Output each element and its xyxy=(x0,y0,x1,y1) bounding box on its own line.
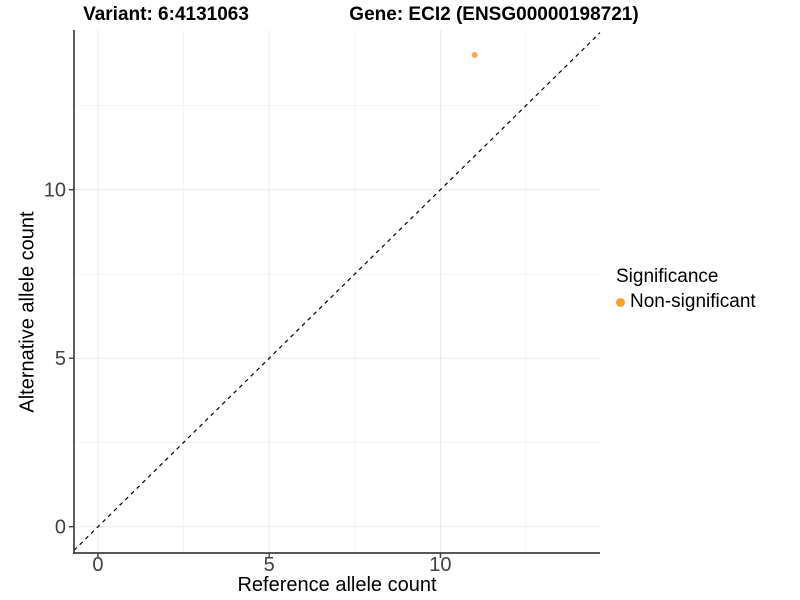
y-tick-label: 10 xyxy=(44,180,66,202)
legend-entry-label: Non-significant xyxy=(630,291,756,312)
x-tick-label: 5 xyxy=(264,554,275,576)
plot-title-variant: Variant: 6:4131063 xyxy=(83,4,249,25)
data-point xyxy=(471,51,478,58)
x-tick-label: 10 xyxy=(429,554,451,576)
legend-entry-non-significant: Non-significant xyxy=(616,291,756,313)
x-axis-title: Reference allele count xyxy=(237,574,437,596)
legend-title: Significance xyxy=(616,266,719,287)
legend-point-icon xyxy=(616,297,625,307)
x-tick-label: 0 xyxy=(92,554,103,576)
identity-line xyxy=(73,32,601,551)
plot-title-gene: Gene: ECI2 (ENSG00000198721) xyxy=(349,4,639,25)
y-tick-label: 5 xyxy=(55,348,66,370)
y-tick-label: 0 xyxy=(55,517,66,539)
legend: Significance Non-significant xyxy=(616,266,756,313)
